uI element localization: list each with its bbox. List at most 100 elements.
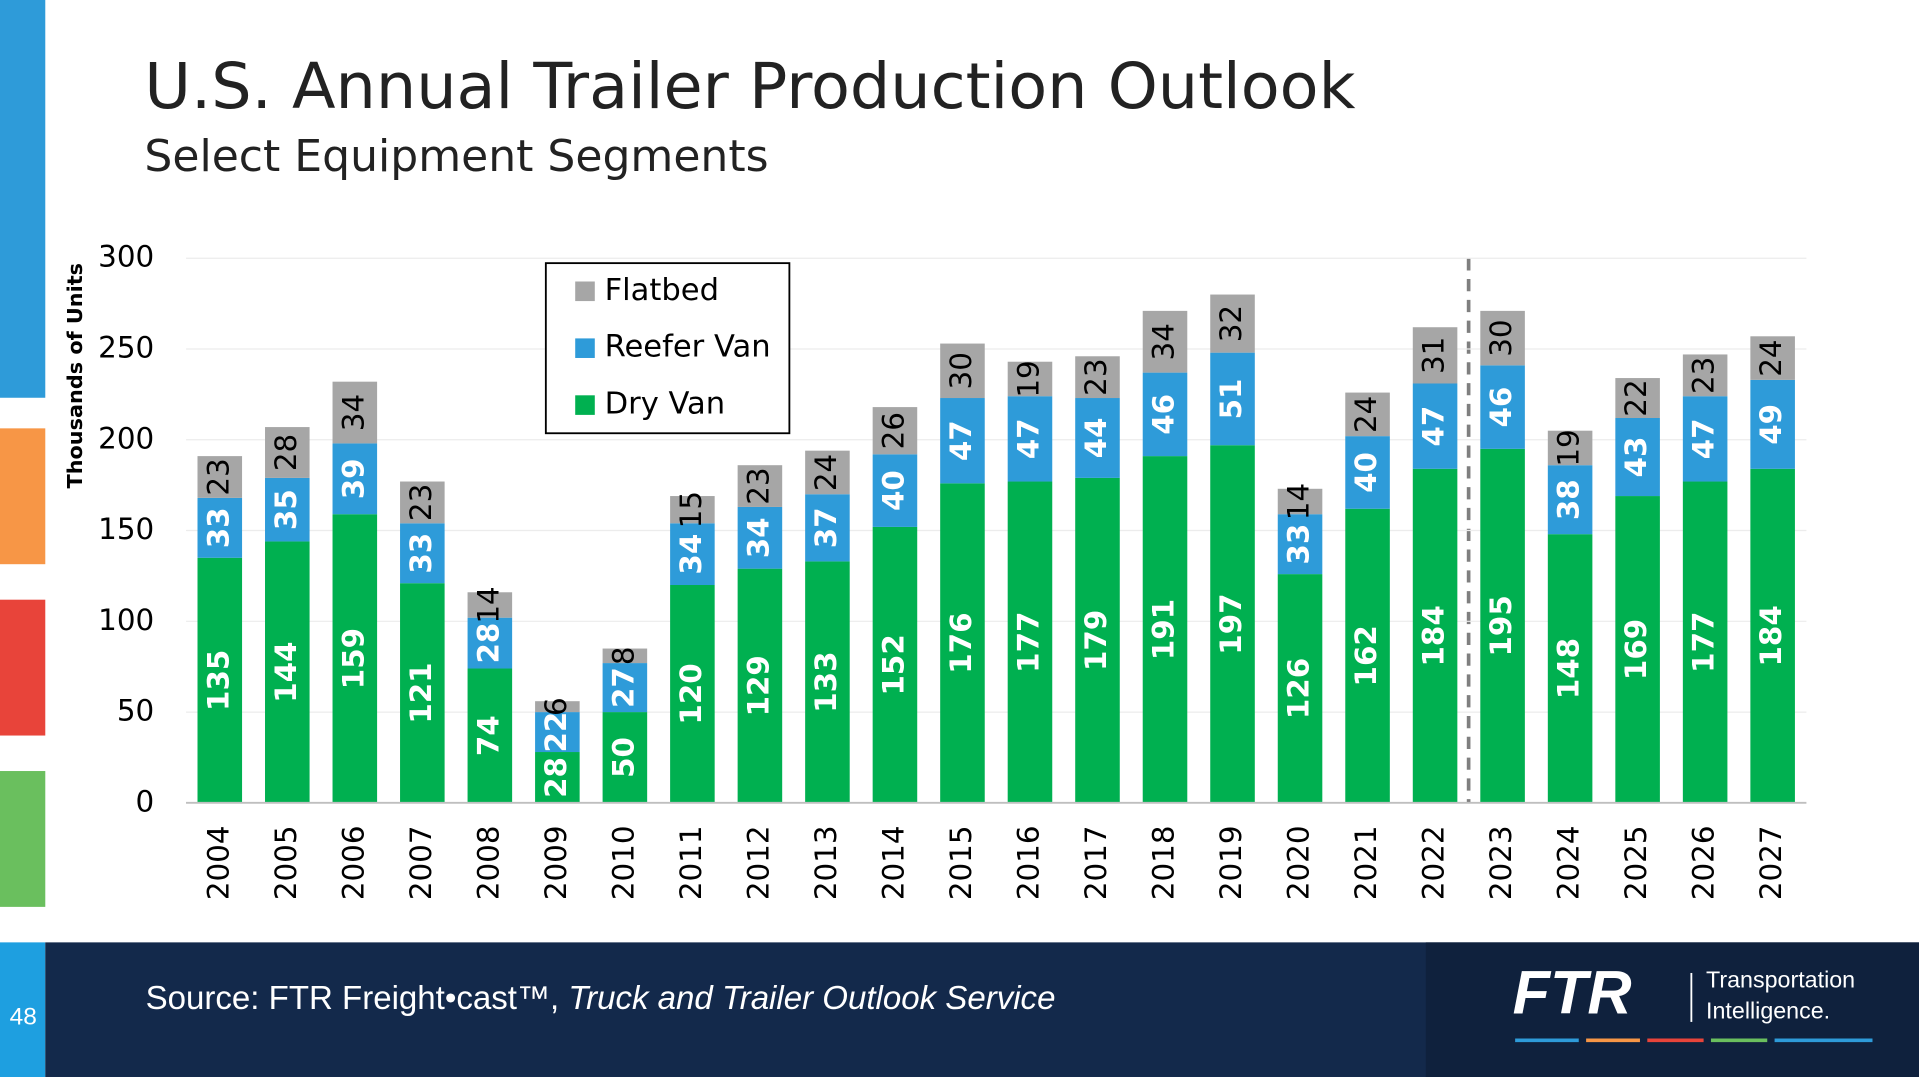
data-label: 31: [1417, 337, 1451, 374]
data-label: 159: [336, 628, 370, 689]
data-label: 176: [944, 612, 978, 673]
bar-segment: [602, 663, 648, 713]
bar-segment: [1210, 294, 1255, 353]
x-tick-label: 2008: [471, 825, 505, 900]
data-label: 23: [741, 467, 775, 504]
data-label: 24: [1349, 396, 1383, 433]
bar-segment: [400, 583, 445, 803]
bar-segment: [197, 497, 243, 558]
data-label: 162: [1349, 625, 1383, 686]
x-tick-label: 2016: [1011, 825, 1045, 900]
bar-segment: [1412, 327, 1458, 384]
data-label: 40: [876, 470, 910, 511]
x-tick-label: 2004: [201, 825, 235, 900]
page-number-box: [0, 942, 46, 1077]
accent-bar: [0, 428, 46, 565]
data-label: 37: [809, 507, 843, 548]
bar-segment: [400, 523, 445, 584]
footer-logo-area: [1425, 942, 1919, 1077]
bar-segment: [1682, 354, 1728, 397]
logo-text: Intelligence.: [1706, 997, 1830, 1023]
bar-segment: [1480, 310, 1525, 366]
legend-swatch: [575, 338, 595, 358]
data-label: 23: [201, 458, 235, 495]
data-label: 126: [1282, 658, 1316, 719]
data-label: 195: [1484, 595, 1518, 656]
x-tick-label: 2022: [1417, 825, 1451, 900]
data-label: 184: [1417, 605, 1451, 666]
bar-segment: [1750, 336, 1795, 380]
bar-segment: [940, 483, 985, 803]
data-label: 50: [606, 737, 640, 778]
data-label: 47: [1687, 418, 1721, 459]
bar-segment: [805, 494, 850, 562]
x-tick-label: 2010: [606, 825, 640, 900]
bar-segment: [467, 668, 513, 803]
bar-segment: [872, 454, 918, 527]
bar-segment: [737, 568, 783, 803]
data-label: 28: [269, 434, 303, 471]
bar-segment: [1075, 477, 1120, 803]
data-label: 51: [1214, 379, 1248, 420]
y-tick-label: 50: [117, 694, 154, 728]
x-tick-label: 2015: [944, 825, 978, 900]
accent-bar: [0, 599, 46, 736]
legend-label: Dry Van: [605, 387, 726, 422]
bar-segment: [197, 456, 243, 498]
source-italic: Truck and Trailer Outlook Service: [568, 980, 1055, 1017]
bar-segment: [1750, 379, 1795, 469]
legend-label: Flatbed: [605, 273, 719, 308]
data-label: 22: [539, 712, 573, 753]
bar-segment: [670, 523, 715, 586]
bar-segment: [670, 496, 715, 524]
bar-segment: [805, 450, 850, 495]
data-label: 148: [1552, 638, 1586, 699]
data-label: 19: [1552, 429, 1586, 466]
chart-subtitle: Select Equipment Segments: [144, 131, 768, 182]
bar-segment: [940, 343, 985, 399]
data-label: 49: [1754, 404, 1788, 445]
data-label: 120: [674, 663, 708, 724]
data-label: 177: [1011, 612, 1045, 673]
chart-title: U.S. Annual Trailer Production Outlook: [144, 50, 1355, 124]
data-label: 33: [404, 533, 438, 574]
bar-segment: [535, 752, 580, 803]
data-label: 22: [1619, 379, 1653, 416]
bar-segment: [1480, 365, 1525, 449]
bar-segment: [1412, 468, 1458, 803]
data-label: 28: [539, 757, 573, 798]
bar-segment: [1682, 396, 1728, 482]
bar-segment: [940, 398, 985, 484]
data-label: 133: [809, 651, 843, 712]
data-label: 23: [1079, 358, 1113, 395]
data-label: 152: [876, 634, 910, 695]
y-tick-label: 300: [98, 240, 154, 274]
bar-segment: [1277, 514, 1323, 575]
x-tick-label: 2009: [539, 825, 573, 900]
bar-segment: [1142, 456, 1188, 803]
x-tick-label: 2006: [336, 825, 370, 900]
bar-segment: [1277, 574, 1323, 803]
bar-segment: [1007, 481, 1053, 803]
data-label: 43: [1619, 437, 1653, 478]
x-tick-label: 2019: [1214, 825, 1248, 900]
data-label: 26: [876, 412, 910, 449]
data-label: 34: [741, 517, 775, 558]
bar-segment: [535, 701, 580, 713]
data-label: 47: [944, 420, 978, 461]
legend-label: Reefer Van: [605, 330, 771, 365]
data-label: 121: [404, 662, 438, 723]
bar-segment: [1547, 430, 1593, 466]
bar-segment: [737, 465, 783, 507]
data-label: 23: [404, 484, 438, 521]
data-label: 6: [539, 697, 573, 716]
data-label: 179: [1079, 610, 1113, 671]
data-label: 33: [201, 507, 235, 548]
data-label: 191: [1147, 599, 1181, 660]
bar-segment: [197, 557, 243, 803]
bar-segment: [1750, 468, 1795, 803]
bar-segment: [535, 712, 580, 753]
data-label: 30: [1484, 319, 1518, 356]
y-axis-title: Thousands of Units: [63, 263, 87, 489]
y-tick-label: 200: [98, 421, 154, 455]
